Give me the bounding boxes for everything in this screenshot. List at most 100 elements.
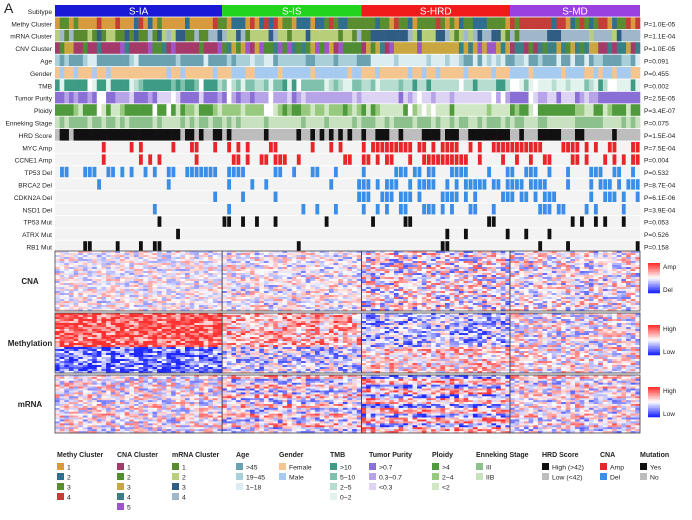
- heatmap-cell: [366, 267, 372, 270]
- heatmap-cell: [96, 303, 102, 306]
- track-cell: [208, 129, 214, 141]
- heatmap-cell: [78, 279, 84, 282]
- heatmap-cell: [171, 285, 177, 288]
- heatmap-cell: [254, 257, 260, 260]
- heatmap-cell: [635, 267, 641, 270]
- heatmap-cell: [496, 301, 502, 304]
- alteration-mark: [533, 142, 538, 153]
- heatmap-cell: [161, 283, 167, 286]
- heatmap-cell: [310, 281, 316, 284]
- heatmap-cell: [486, 299, 492, 302]
- heatmap-cell: [226, 281, 232, 284]
- heatmap-cell: [398, 287, 404, 290]
- heatmap-cell: [333, 277, 339, 280]
- track-cell: [310, 17, 316, 29]
- track-cell: [421, 54, 427, 67]
- heatmap-cell: [198, 273, 204, 276]
- heatmap-cell: [352, 287, 358, 290]
- heatmap-cell: [514, 259, 520, 262]
- track-cell: [505, 67, 511, 79]
- track-cell: [342, 116, 348, 129]
- heatmap-cell: [468, 299, 474, 302]
- heatmap-cell: [231, 303, 237, 306]
- heatmap-cell: [486, 259, 492, 262]
- heatmap-cell: [133, 277, 139, 280]
- track-cell: [259, 29, 265, 42]
- track-cell: [110, 91, 116, 104]
- heatmap-cell: [468, 283, 474, 286]
- heatmap-cell: [426, 259, 432, 262]
- heatmap-cell: [273, 291, 279, 294]
- track-cell: [486, 104, 492, 116]
- track-cell: [120, 104, 125, 116]
- heatmap-cell: [324, 291, 330, 294]
- track-bg: [55, 141, 640, 153]
- track-cell: [171, 17, 177, 29]
- heatmap-cell: [240, 291, 246, 294]
- track-cell: [426, 17, 432, 29]
- alteration-mark: [273, 191, 278, 202]
- track-tp53-mut: TP53 Mut P=0.053: [23, 215, 669, 228]
- track-cell: [542, 54, 548, 67]
- track-cell: [259, 67, 265, 79]
- track-pvalue: P=1.0E-05: [644, 21, 676, 28]
- heatmap-cell: [482, 267, 488, 270]
- alteration-mark: [501, 142, 505, 153]
- track-cell: [356, 67, 362, 79]
- heatmap-cell: [510, 271, 515, 274]
- heatmap-cell: [124, 299, 130, 302]
- heatmap-cell: [602, 299, 608, 302]
- heatmap-cell: [120, 263, 125, 266]
- heatmap-cell: [463, 263, 469, 266]
- track-cell: [273, 129, 279, 141]
- track-cell: [612, 79, 618, 91]
- heatmap-cell: [482, 277, 488, 280]
- heatmap-cell: [157, 267, 163, 270]
- heatmap-cell: [287, 253, 293, 256]
- track-cell: [523, 91, 529, 104]
- heatmap-cell: [389, 291, 395, 294]
- heatmap-cell: [189, 275, 195, 278]
- track-cell: [602, 104, 608, 116]
- track-cell: [435, 17, 441, 29]
- heatmap-cell: [106, 263, 112, 266]
- heatmap-cell: [236, 291, 242, 294]
- track-cell: [602, 29, 608, 42]
- heatmap-cell: [366, 261, 372, 264]
- heatmap-cell: [533, 275, 539, 278]
- track-cell: [147, 104, 153, 116]
- alteration-mark: [612, 142, 617, 153]
- heatmap-cell: [250, 271, 255, 274]
- alteration-mark: [524, 191, 529, 202]
- track-cell: [96, 104, 102, 116]
- heatmap-cell: [268, 257, 274, 260]
- heatmap-cell: [96, 255, 102, 258]
- heatmap-cell: [356, 271, 362, 274]
- track-cell: [496, 91, 502, 104]
- heatmap-cell: [166, 251, 172, 254]
- track-cell: [226, 91, 232, 104]
- track-cell: [180, 91, 186, 104]
- heatmap-cell: [161, 273, 167, 276]
- track-cell: [486, 54, 492, 67]
- heatmap-cell: [68, 299, 74, 302]
- track-cell: [254, 17, 260, 29]
- track-cell: [152, 79, 158, 91]
- track-cell: [203, 29, 209, 42]
- heatmap-cell: [222, 297, 228, 300]
- heatmap-cell: [92, 279, 98, 282]
- track-cell: [208, 42, 214, 54]
- track-cell: [296, 54, 302, 67]
- heatmap-cell: [635, 287, 641, 290]
- track-cell: [78, 17, 84, 29]
- heatmap-cell: [319, 265, 325, 268]
- heatmap-cell: [161, 287, 167, 290]
- heatmap-cell: [143, 269, 149, 272]
- track-cell: [607, 104, 613, 116]
- heatmap-cell: [347, 301, 353, 304]
- track-cell: [64, 116, 70, 129]
- heatmap-cell: [519, 273, 525, 276]
- heatmap-cell: [575, 255, 580, 258]
- heatmap-cell: [245, 281, 251, 284]
